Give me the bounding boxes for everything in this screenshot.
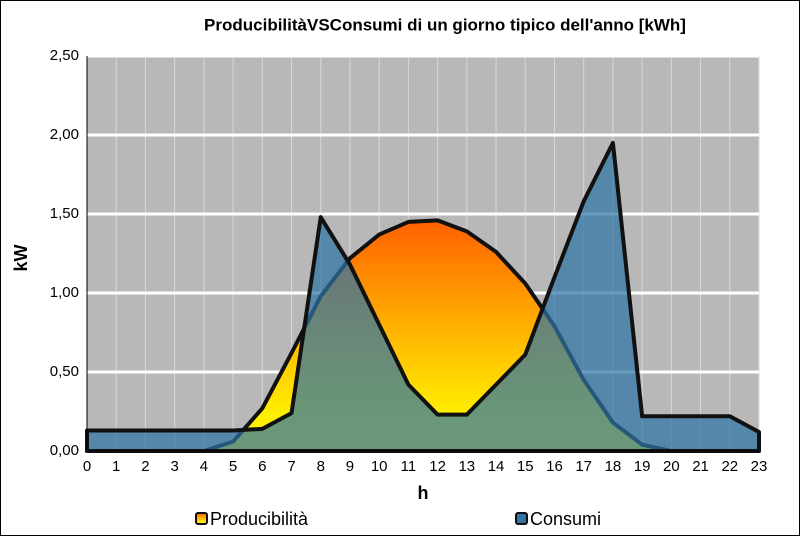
area bbox=[85, 140, 761, 453]
legend-swatch bbox=[515, 512, 528, 525]
x-tick-label: 11 bbox=[401, 458, 417, 475]
x-tick-label: 2 bbox=[141, 458, 149, 475]
x-tick-label: 14 bbox=[488, 458, 505, 475]
x-tick-label: 1 bbox=[112, 458, 120, 475]
x-tick-label: 22 bbox=[721, 458, 738, 475]
y-tick-label: 2,50 bbox=[50, 47, 79, 64]
x-tick-label: 4 bbox=[200, 458, 208, 475]
x-tick-label: 15 bbox=[517, 458, 534, 475]
x-tick-label: 19 bbox=[634, 458, 651, 475]
legend-label: Consumi bbox=[530, 509, 601, 529]
y-tick-label: 0,00 bbox=[50, 442, 79, 459]
x-tick-label: 10 bbox=[371, 458, 388, 475]
y-axis-label: kW bbox=[11, 244, 31, 271]
x-tick-label: 17 bbox=[575, 458, 592, 475]
x-tick-label: 12 bbox=[429, 458, 446, 475]
chart-title: ProducibilitàVSConsumi di un giorno tipi… bbox=[204, 15, 686, 34]
x-tick-label: 0 bbox=[83, 458, 91, 475]
x-tick-label: 20 bbox=[663, 458, 680, 475]
x-tick-label: 23 bbox=[751, 458, 768, 475]
y-tick-label: 1,50 bbox=[50, 205, 79, 222]
x-tick-label: 16 bbox=[546, 458, 563, 475]
x-tick-label: 18 bbox=[605, 458, 622, 475]
x-tick-label: 21 bbox=[692, 458, 709, 475]
y-tick-label: 0,50 bbox=[50, 363, 79, 380]
x-tick-label: 13 bbox=[458, 458, 475, 475]
legend-label: Producibilità bbox=[210, 509, 309, 529]
x-tick-label: 9 bbox=[346, 458, 354, 475]
x-tick-label: 8 bbox=[317, 458, 325, 475]
x-tick-label: 7 bbox=[287, 458, 295, 475]
x-tick-label: 3 bbox=[170, 458, 178, 475]
y-tick-label: 2,00 bbox=[50, 126, 79, 143]
x-tick-label: 5 bbox=[229, 458, 237, 475]
y-tick-label: 1,00 bbox=[50, 284, 79, 301]
legend-swatch bbox=[195, 512, 208, 525]
x-axis-label: h bbox=[418, 483, 429, 503]
x-tick-label: 6 bbox=[258, 458, 266, 475]
